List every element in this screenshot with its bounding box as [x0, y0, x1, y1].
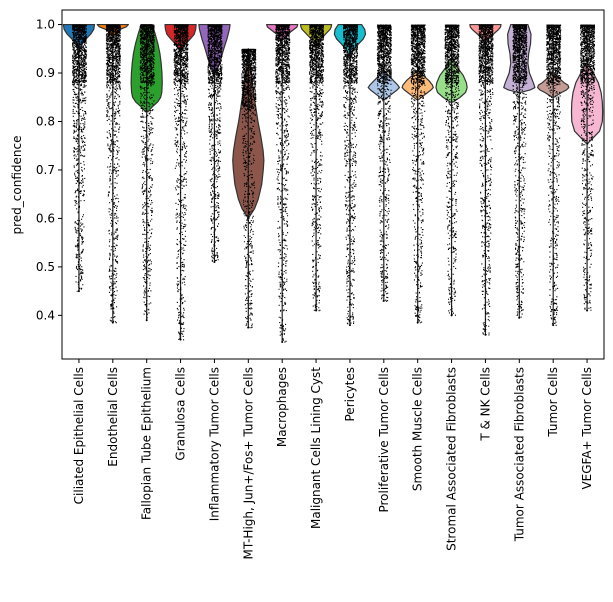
- x-tick-label: Tumor Associated Fibroblasts: [512, 367, 526, 542]
- min-point-0: [77, 290, 80, 293]
- y-axis: 0.4 0.5 0.6 0.7 0.8 0.9 1.0: [36, 18, 62, 322]
- x-tick-label: Proliferative Tumor Cells: [377, 367, 391, 513]
- point-cloud-2: [139, 24, 155, 322]
- min-point-3: [179, 338, 182, 341]
- min-point-9: [382, 299, 385, 302]
- x-tick-label: Smooth Muscle Cells: [411, 367, 425, 491]
- x-tick-label: Tumor Cells: [546, 367, 560, 438]
- points-4: [207, 24, 223, 262]
- x-tick-label: T & NK Cells: [478, 367, 492, 442]
- x-tick-label: Stromal Associated Fibroblasts: [445, 367, 459, 551]
- point-cloud-7: [309, 24, 325, 312]
- y-tick-label: 0.5: [36, 260, 55, 274]
- point-cloud-13: [512, 24, 528, 319]
- min-point-11: [450, 314, 453, 317]
- min-point-8: [348, 324, 351, 327]
- x-tick-label: Pericytes: [343, 367, 357, 422]
- point-cloud-11: [444, 24, 460, 317]
- min-point-14: [552, 324, 555, 327]
- x-tick-label: Fallopian Tube Epithelium: [140, 367, 154, 520]
- points-2: [139, 24, 155, 319]
- point-cloud-0: [72, 24, 87, 293]
- min-point-1: [111, 321, 114, 324]
- points-6: [275, 24, 291, 343]
- x-tick-label: Malignant Cells Lining Cyst: [309, 367, 323, 529]
- min-point-15: [586, 309, 589, 312]
- points-9: [376, 24, 392, 302]
- points-13: [512, 24, 528, 319]
- point-cloud-15: [580, 24, 596, 312]
- x-tick-label: Ciliated Epithelial Cells: [72, 367, 86, 504]
- y-tick-label: 0.9: [36, 66, 55, 80]
- points-14: [546, 24, 562, 326]
- x-axis: Ciliated Epithelial Cells Endothelial Cel…: [72, 359, 594, 559]
- point-cloud-3: [173, 24, 189, 341]
- min-point-6: [281, 341, 284, 344]
- point-cloud-1: [105, 24, 121, 324]
- points-5: [241, 48, 257, 329]
- x-tick-label: Endothelial Cells: [106, 367, 120, 467]
- x-tick-label: MT-High, Jun+/Fos+ Tumor Cells: [241, 367, 255, 559]
- min-point-2: [145, 319, 148, 322]
- x-tick-label: Granulosa Cells: [174, 367, 188, 461]
- points-3: [173, 24, 189, 341]
- point-cloud-8: [343, 24, 358, 327]
- point-cloud-12: [478, 24, 494, 336]
- points-15: [580, 24, 596, 311]
- y-axis-title: pred_confidence: [10, 136, 24, 235]
- min-point-7: [315, 309, 318, 312]
- x-tick-label: Macrophages: [275, 367, 289, 447]
- x-tick-label: Inflammatory Tumor Cells: [207, 367, 221, 521]
- plot-frame: [61, 9, 605, 360]
- point-cloud-14: [546, 24, 562, 327]
- points-10: [410, 24, 426, 324]
- y-tick-label: 0.8: [36, 114, 55, 128]
- point-cloud-9: [376, 24, 392, 302]
- y-tick-label: 0.7: [36, 163, 55, 177]
- min-point-4: [213, 261, 216, 264]
- y-tick-label: 1.0: [36, 18, 55, 32]
- y-tick-label: 0.4: [36, 308, 55, 322]
- min-point-12: [484, 333, 487, 336]
- y-tick-label: 0.6: [36, 211, 55, 225]
- point-cloud-4: [207, 24, 223, 264]
- min-point-5: [247, 326, 250, 329]
- points-1: [105, 24, 121, 324]
- point-cloud-10: [410, 24, 426, 324]
- points-layer: [72, 24, 596, 344]
- points-12: [478, 24, 494, 336]
- min-point-13: [518, 316, 521, 319]
- points-0: [72, 24, 87, 292]
- points-7: [309, 24, 325, 312]
- min-point-10: [416, 321, 419, 324]
- x-tick-label: VEGFA+ Tumor Cells: [580, 367, 594, 490]
- point-cloud-5: [241, 48, 257, 329]
- point-cloud-6: [275, 24, 291, 344]
- points-8: [343, 24, 358, 325]
- points-11: [444, 24, 460, 316]
